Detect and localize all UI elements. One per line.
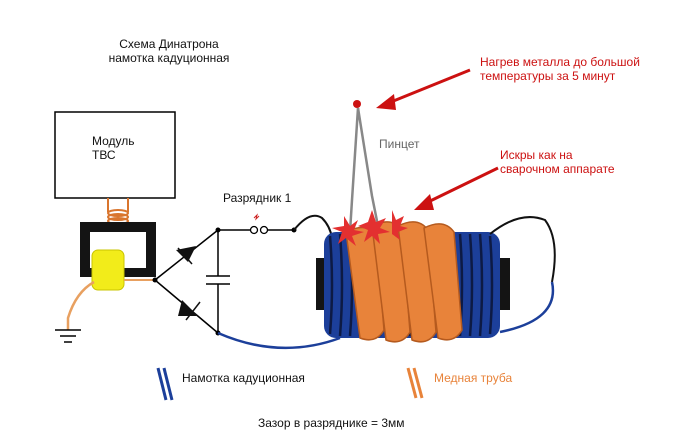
legend-copper-label: Медная труба: [434, 371, 512, 385]
wire-bottom-blue: [218, 333, 340, 348]
diode-bottom-icon: [178, 300, 200, 320]
tweezers: [350, 108, 378, 232]
module-label: Модуль ТВС: [92, 134, 135, 162]
ground-icon: [55, 330, 81, 342]
sparks-line-1: Искры как на: [500, 148, 670, 162]
heated-metal: [353, 100, 361, 108]
rectifier-node: [153, 278, 158, 283]
module-line-1: Модуль: [92, 134, 135, 148]
secondary-winding: [92, 250, 124, 290]
spark-gap-label: Разрядник 1: [223, 191, 291, 205]
spark-gap-icon: [251, 215, 295, 234]
arrow-heating: [376, 70, 470, 110]
ground-wire: [68, 282, 94, 330]
wire-to-coil: [294, 216, 332, 238]
arrow-sparks: [414, 168, 498, 210]
legend-winding-mark: [158, 368, 172, 400]
heating-line-1: Нагрев металла до большой: [480, 55, 670, 69]
tbs-coil: [108, 198, 128, 224]
gap-note: Зазор в разряднике = 3мм: [258, 416, 405, 430]
tweezers-label: Пинцет: [379, 137, 419, 151]
heating-note: Нагрев металла до большой температуры за…: [480, 55, 670, 83]
rectifier-bridge: [155, 230, 218, 333]
legend-copper-mark: [408, 368, 422, 398]
diagram-title: Схема Динатрона намотка кадуционная: [98, 37, 240, 65]
legend-winding-label: Намотка кадуционная: [182, 371, 305, 385]
sparks-line-2: сварочном аппарате: [500, 162, 670, 176]
heating-line-2: температуры за 5 минут: [480, 69, 670, 83]
title-line-1: Схема Динатрона: [98, 37, 240, 51]
module-line-2: ТВС: [92, 148, 135, 162]
title-line-2: намотка кадуционная: [98, 51, 240, 65]
sparks-note: Искры как на сварочном аппарате: [500, 148, 670, 176]
capacitor-icon: [206, 230, 230, 333]
copper-tube: [346, 222, 462, 342]
